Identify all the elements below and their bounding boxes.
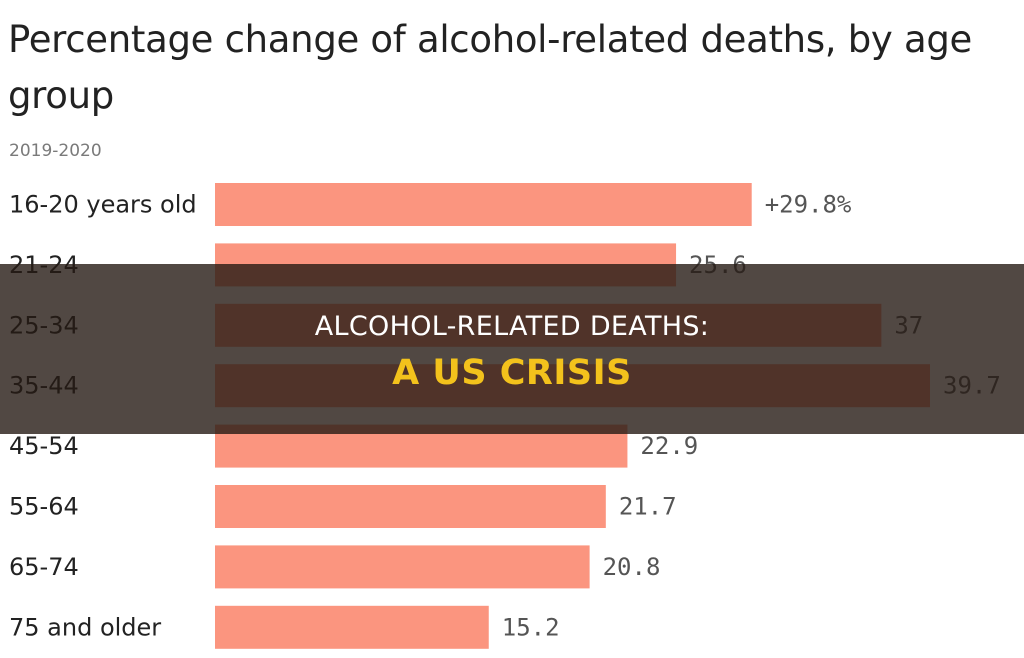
- category-label: 45-54: [9, 432, 79, 460]
- value-label: 20.8: [603, 553, 661, 581]
- category-label: 65-74: [9, 553, 79, 581]
- category-label: 55-64: [9, 493, 79, 521]
- headline-line1: ALCOHOL-RELATED DEATHS:: [314, 311, 710, 342]
- chart-title: Percentage change of alcohol-related dea…: [8, 18, 972, 117]
- chart-subtitle: 2019-2020: [9, 141, 102, 161]
- bar-7: [215, 605, 489, 649]
- headline-overlay: [0, 264, 1024, 434]
- headline-line2: A US CRISIS: [392, 353, 632, 393]
- bar-6: [215, 545, 590, 589]
- value-label: 15.2: [502, 613, 560, 641]
- category-label: 75 and older: [9, 613, 161, 641]
- bar-0: [215, 183, 752, 226]
- category-label: 16-20 years old: [9, 191, 197, 219]
- value-label: +29.8%: [765, 191, 852, 219]
- value-label: 21.7: [619, 493, 677, 521]
- bar-5: [215, 485, 606, 528]
- value-label: 22.9: [640, 432, 698, 460]
